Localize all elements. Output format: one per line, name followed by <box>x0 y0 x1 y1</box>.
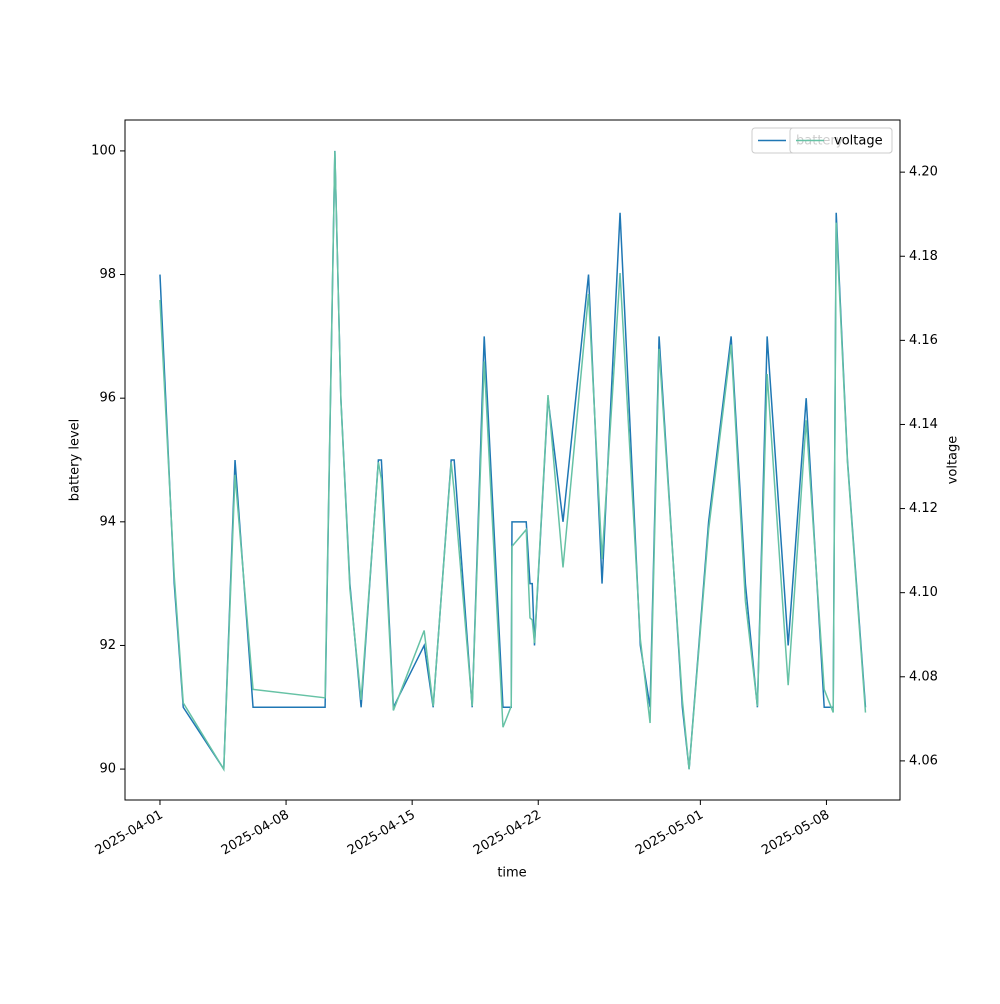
y2-tick-label: 4.06 <box>909 753 938 768</box>
y-tick-label: 90 <box>99 762 116 777</box>
plot-frame <box>124 119 901 801</box>
y2-tick-label: 4.12 <box>909 501 938 516</box>
y2-tick-label: 4.08 <box>909 669 938 684</box>
legend-label: voltage <box>834 134 883 149</box>
y2-axis-label: voltage <box>946 436 961 485</box>
x-axis-label: time <box>497 866 526 881</box>
y-tick-label: 96 <box>99 391 116 406</box>
y2-tick-label: 4.18 <box>909 249 938 264</box>
y-tick-label: 98 <box>99 267 116 282</box>
y2-tick-label: 4.10 <box>909 585 938 600</box>
legend-box <box>789 127 893 154</box>
y2-tick-label: 4.16 <box>909 333 938 348</box>
y-tick-label: 100 <box>91 143 116 158</box>
series-line <box>159 151 867 772</box>
y2-tick-label: 4.14 <box>909 417 938 432</box>
y-tick-label: 92 <box>99 638 116 653</box>
y2-tick-label: 4.20 <box>909 165 938 180</box>
y-tick-label: 94 <box>99 514 116 529</box>
y-axis-label: battery level <box>68 419 83 502</box>
